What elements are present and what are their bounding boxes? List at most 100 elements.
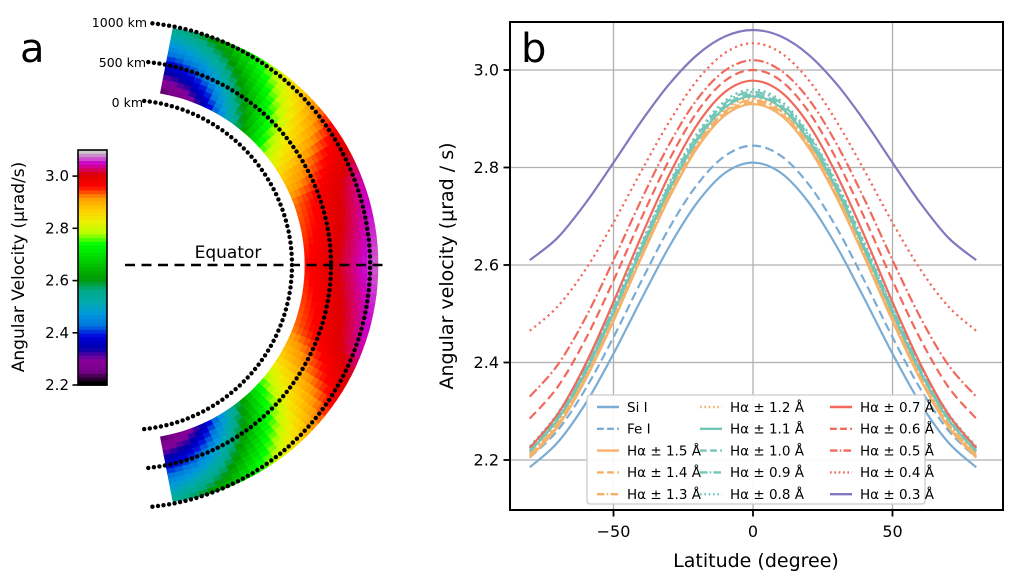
colorbar-gradient-step xyxy=(78,285,107,291)
colorbar-gradient-step xyxy=(78,355,107,361)
curve-h-0.5 xyxy=(528,59,978,398)
colorbar-gradient-step xyxy=(78,267,107,272)
legend-entry: Hα ± 1.5 Å xyxy=(597,442,702,459)
height-label-0km: 0 km xyxy=(112,95,143,110)
heatmap-cell xyxy=(370,283,378,295)
colorbar-gradient-step xyxy=(78,230,107,236)
heatmap-cell xyxy=(356,273,363,284)
colorbar-gradient-step xyxy=(78,260,107,265)
legend-label: Hα ± 1.3 Å xyxy=(627,486,702,503)
heatmap-cell xyxy=(340,256,348,266)
legend-entry: Hα ± 1.2 Å xyxy=(700,399,805,416)
colorbar-gradient-step xyxy=(78,322,107,328)
legend-label: Hα ± 0.9 Å xyxy=(730,464,805,481)
heatmap-cell xyxy=(335,256,342,266)
legend-entry: Hα ± 1.1 Å xyxy=(700,421,805,438)
colorbar-gradient-step xyxy=(78,289,107,294)
colorbar-gradient-step xyxy=(78,333,107,339)
legend-entry: Hα ± 1.4 Å xyxy=(597,464,702,481)
colorbar-gradient-step xyxy=(78,179,107,184)
legend-label: Hα ± 0.4 Å xyxy=(860,464,935,481)
plot-legend: Si I Fe I Hα ± 1.5 Å Hα ± 1.4 Å Hα ± 1.3 Å Hα… xyxy=(586,394,935,505)
legend-label: Hα ± 0.3 Å xyxy=(860,486,935,503)
colorbar-gradient-step xyxy=(78,212,107,217)
heatmap-cell xyxy=(345,247,353,257)
y-tick-label: 2.2 xyxy=(474,451,499,470)
colorbar-gradient-step xyxy=(78,238,107,243)
colorbar-gradient-step xyxy=(78,348,107,353)
legend-label: Si I xyxy=(627,400,648,416)
legend-entry: Hα ± 0.4 Å xyxy=(830,464,935,481)
colorbar-gradient-step xyxy=(78,300,107,305)
legend-entry: Fe I xyxy=(597,422,651,438)
heatmap-cell xyxy=(361,246,368,257)
legend-entry: Hα ± 0.9 Å xyxy=(700,464,805,481)
heatmap-cell xyxy=(356,255,363,266)
colorbar-gradient-step xyxy=(78,304,107,309)
colorbar-gradient-step xyxy=(78,183,107,188)
curve-h-0.7 xyxy=(528,79,978,449)
heatmap-cell xyxy=(314,249,321,259)
heatmap-cell xyxy=(356,246,363,257)
colorbar-gradient-step xyxy=(78,205,107,210)
colorbar-gradient-step xyxy=(78,293,107,298)
legend-label: Hα ± 0.6 Å xyxy=(860,421,935,438)
y-axis-label: Angular velocity (μrad / s) xyxy=(436,142,458,389)
colorbar-gradient-step xyxy=(78,208,107,214)
colorbar-gradient-step xyxy=(78,374,107,379)
legend-entry: Hα ± 0.8 Å xyxy=(700,486,805,503)
panel-a: Equator 1000 km 500 km 0 km a 3.0 2.8 2.6 2… xyxy=(9,15,385,509)
y-tick-label: 3.0 xyxy=(474,61,499,80)
colorbar-gradient-step xyxy=(78,271,107,276)
heatmap-cell xyxy=(351,264,358,275)
legend-label: Hα ± 1.1 Å xyxy=(730,421,805,438)
colorbar-gradient-step xyxy=(78,337,107,342)
colorbar-gradient-step xyxy=(78,263,107,269)
colorbar-gradient-step xyxy=(78,153,107,159)
curve-fe-i xyxy=(529,144,977,459)
colorbar-gradient-step xyxy=(78,194,107,199)
colorbar-gradient-step xyxy=(78,219,107,225)
heatmap-cell xyxy=(371,245,379,256)
legend-label: Hα ± 1.2 Å xyxy=(730,399,805,416)
heatmap-cell xyxy=(356,264,363,275)
legend-entry: Hα ± 1.0 Å xyxy=(700,442,805,459)
colorbar-tick-label: 2.2 xyxy=(45,376,69,394)
colorbar-gradient-step xyxy=(78,241,107,247)
panel-b: −50 0 50 3.0 2.8 2.6 2.4 2.2 Si I Fe I Hα ± 1.5 Å… xyxy=(436,21,1004,572)
heatmap-cell xyxy=(335,248,342,258)
colorbar-gradient-step xyxy=(78,150,107,155)
legend-entry: Si I xyxy=(597,400,648,416)
legend-entry: Hα ± 0.5 Å xyxy=(830,442,935,459)
heatmap-cell xyxy=(309,271,316,280)
curve-h-0.8 xyxy=(528,88,978,448)
colorbar-gradient-step xyxy=(78,370,107,375)
x-axis-label: Latitude (degree) xyxy=(673,550,839,572)
colorbar-gradient-step xyxy=(78,172,107,177)
colorbar-gradient-step xyxy=(78,186,107,192)
colorbar-gradient-step xyxy=(78,249,107,254)
legend-entry: Hα ± 0.3 Å xyxy=(830,486,935,503)
colorbar-tick-label: 2.6 xyxy=(45,272,69,290)
heatmap-cell xyxy=(335,272,342,282)
curve-h-0.9 xyxy=(528,90,978,450)
heatmap-cell xyxy=(309,250,316,259)
heatmap-cell xyxy=(346,264,353,274)
heatmap-cell xyxy=(371,274,379,285)
legend-box xyxy=(586,394,926,505)
panel-a-letter: a xyxy=(20,26,45,72)
colorbar-gradient-step xyxy=(78,227,107,232)
heatmap-cell xyxy=(350,247,358,257)
colorbar-gradient-step xyxy=(78,157,107,162)
y-tick-label: 2.8 xyxy=(474,158,499,177)
heatmap-cell xyxy=(340,272,347,283)
x-tick-label: −50 xyxy=(597,522,631,541)
rotation-heatmap-wedge xyxy=(159,28,379,502)
heatmap-cell xyxy=(369,292,377,304)
colorbar-gradient-step xyxy=(78,223,107,228)
colorbar-gradient-step xyxy=(78,363,107,368)
colorbar-gradient-step xyxy=(78,352,107,357)
colorbar-gradient-step xyxy=(78,201,107,206)
